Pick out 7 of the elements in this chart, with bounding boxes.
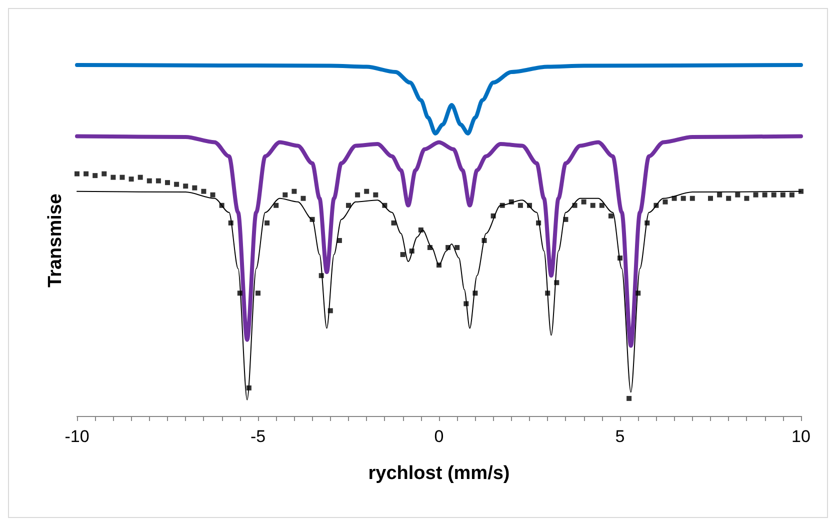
x-tick-label: 10 [792, 427, 810, 446]
x-tick-label: 5 [615, 427, 625, 446]
y-axis-title: Transmise [45, 194, 66, 288]
x-axis-title: rychlost (mm/s) [368, 463, 510, 484]
x-tick-label: -10 [64, 427, 90, 446]
x-tick-label: -5 [250, 427, 266, 446]
x-tick-label: 0 [434, 427, 444, 446]
